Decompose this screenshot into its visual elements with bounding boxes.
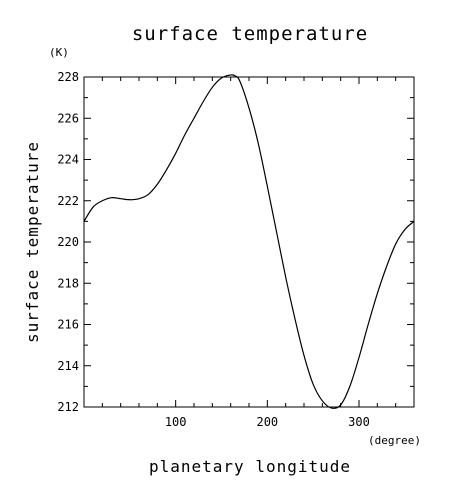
y-tick-label: 224 <box>57 153 79 167</box>
y-axis-label: surface temperature <box>23 141 42 343</box>
y-tick-label: 216 <box>57 318 79 332</box>
x-tick-label: 300 <box>348 415 370 429</box>
tick-marks <box>83 76 415 408</box>
x-tick-label: 100 <box>165 415 187 429</box>
y-tick-label: 214 <box>57 359 79 373</box>
y-tick-label: 218 <box>57 276 79 290</box>
x-unit-label: (degree) <box>368 434 421 447</box>
plot-frame <box>83 76 415 408</box>
x-tick-labels: 100 200 300 <box>165 415 370 429</box>
chart-title: surface temperature <box>132 23 368 45</box>
y-tick-label: 220 <box>57 235 79 249</box>
y-tick-label: 226 <box>57 111 79 125</box>
y-tick-labels: 212 214 216 218 220 222 224 226 228 <box>57 70 79 414</box>
y-tick-label: 212 <box>57 400 79 414</box>
y-tick-label: 222 <box>57 194 79 208</box>
y-tick-label: 228 <box>57 70 79 84</box>
x-axis-label: planetary longitude <box>149 457 351 476</box>
series-line <box>83 74 415 409</box>
x-tick-label: 200 <box>256 415 278 429</box>
y-unit-label: (K) <box>49 46 69 59</box>
